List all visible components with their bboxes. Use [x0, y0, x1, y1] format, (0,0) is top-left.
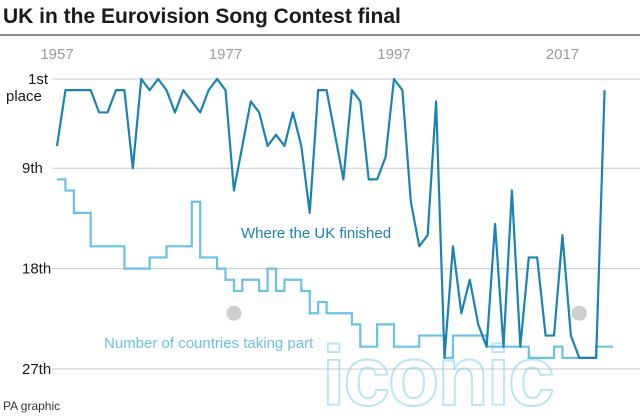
- highlight-dot: [571, 305, 587, 321]
- series-line-countries: [57, 178, 613, 359]
- y-tick-label: 18th: [22, 261, 51, 278]
- y-tick-label: 1st place: [6, 71, 49, 105]
- gridlines: [52, 78, 640, 370]
- y-axis-ticks: 1st place 9th 18th 27th: [6, 71, 51, 378]
- series-line-uk: [55, 77, 606, 359]
- x-axis-ticks: 1957 1977 1997 2017: [40, 46, 579, 63]
- x-tick-label: 1997: [377, 46, 410, 63]
- watermark-text: iconic: [322, 329, 553, 419]
- series-lines: [55, 77, 613, 359]
- uk-series-label: Where the UK finished: [241, 225, 391, 242]
- highlight-dot: [226, 305, 242, 321]
- source-credit: PA graphic: [3, 399, 60, 413]
- highlight-markers: [226, 305, 587, 321]
- y-tick-label: 27th: [22, 361, 51, 378]
- x-tick-label: 1957: [40, 46, 73, 63]
- chart-title: UK in the Eurovision Song Contest final: [3, 5, 401, 28]
- countries-series-label: Number of countries taking part: [104, 335, 314, 352]
- x-tick-label: 2017: [546, 46, 579, 63]
- x-tick-label: 1977: [209, 46, 242, 63]
- watermark: iconic: [321, 328, 556, 419]
- y-tick-label: 9th: [22, 160, 43, 177]
